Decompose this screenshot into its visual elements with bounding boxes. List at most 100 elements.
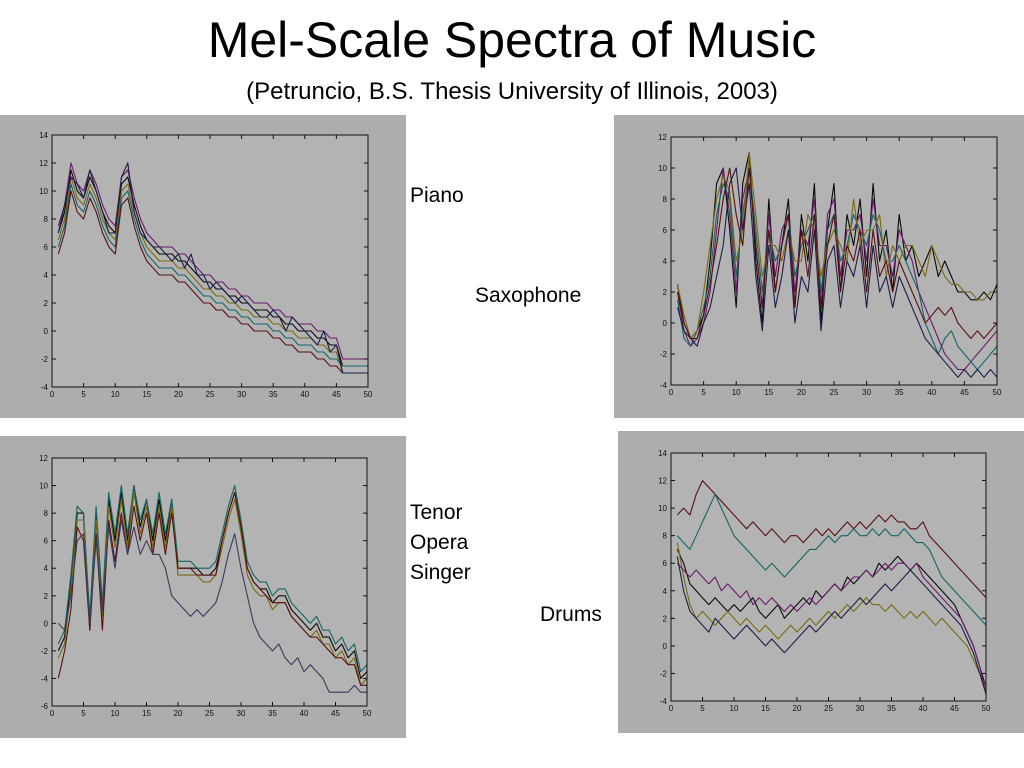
y-tick-label: 8 — [663, 195, 668, 204]
x-tick-label: 40 — [300, 709, 309, 718]
x-tick-label: 50 — [363, 709, 372, 718]
slide-subtitle: (Petruncio, B.S. Thesis University of Il… — [246, 78, 778, 105]
x-tick-label: 35 — [887, 704, 896, 713]
y-tick-label: 14 — [658, 449, 667, 458]
drums-chart: 0 5 10 15 20 25 30 35 40 45 50 -4 -2 0 2 4 6 8 10 12 14 — [658, 449, 991, 713]
y-tick-label: 10 — [39, 187, 48, 196]
series-line-2 — [676, 493, 987, 626]
x-tick-label: 35 — [269, 390, 278, 399]
y-tick-label: 0 — [44, 619, 49, 628]
tenor-label-line1: Tenor — [410, 501, 463, 524]
x-tick-label: 40 — [927, 388, 936, 397]
piano-chart: 0 5 10 15 20 25 30 35 40 45 50 -4 -2 0 2 4 6 8 10 12 14 — [39, 131, 373, 399]
x-tick-label: 0 — [669, 388, 674, 397]
saxophone-label: Saxophone — [475, 284, 582, 307]
piano-chart-panel: 0 5 10 15 20 25 30 35 40 45 50 -4 -2 0 2 4 6 8 10 12 14 — [0, 115, 406, 418]
x-tick-label: 30 — [237, 390, 246, 399]
x-tick-label: 45 — [950, 704, 959, 713]
series-line-1 — [57, 485, 368, 679]
x-tick-label: 0 — [50, 709, 55, 718]
y-tick-label: 2 — [663, 614, 668, 623]
series-line-4 — [57, 183, 368, 367]
x-tick-label: 40 — [919, 704, 928, 713]
x-tick-label: 30 — [862, 388, 871, 397]
x-tick-label: 50 — [993, 388, 1002, 397]
y-tick-label: -4 — [41, 674, 49, 683]
plot-area — [671, 453, 986, 701]
x-tick-label: 5 — [700, 704, 705, 713]
y-tick-label: -2 — [660, 350, 668, 359]
x-tick-label: 20 — [174, 709, 183, 718]
x-tick-label: 25 — [830, 388, 839, 397]
x-tick-label: 15 — [761, 704, 770, 713]
y-tick-label: 14 — [39, 131, 48, 140]
y-tick-label: 2 — [44, 299, 49, 308]
x-tick-label: 10 — [111, 709, 120, 718]
x-tick-label: 5 — [81, 709, 86, 718]
y-tick-label: -6 — [41, 702, 49, 711]
series-line-5 — [57, 190, 368, 374]
y-tick-label: 10 — [658, 164, 667, 173]
x-tick-label: 15 — [764, 388, 773, 397]
y-tick-label: 2 — [663, 288, 668, 297]
x-tick-label: 25 — [206, 390, 215, 399]
x-tick-label: 50 — [364, 390, 373, 399]
y-tick-label: -2 — [41, 647, 49, 656]
series-line-2 — [57, 162, 368, 360]
x-tick-label: 25 — [824, 704, 833, 713]
x-tick-label: 45 — [332, 390, 341, 399]
series-line-3 — [57, 491, 368, 686]
x-tick-label: 20 — [797, 388, 806, 397]
x-tick-label: 35 — [895, 388, 904, 397]
y-tick-label: 4 — [44, 564, 49, 573]
series-line-4 — [57, 491, 367, 686]
y-tick-label: -4 — [660, 381, 668, 390]
tenor-chart: 0 5 10 15 20 25 30 35 40 45 50 -6 -4 -2 0 2 4 6 8 10 12 — [39, 454, 372, 718]
y-tick-label: 6 — [44, 243, 49, 252]
x-tick-label: 20 — [793, 704, 802, 713]
y-tick-label: 12 — [39, 159, 48, 168]
saxophone-chart: 0 5 10 15 20 25 30 35 40 45 50 -4 -2 0 2 4 6 8 10 12 — [658, 133, 1002, 397]
y-tick-label: 8 — [663, 532, 668, 541]
x-tick-label: 25 — [205, 709, 214, 718]
slide-title: Mel-Scale Spectra of Music — [207, 12, 817, 68]
x-tick-label: 10 — [730, 704, 739, 713]
x-tick-label: 20 — [174, 390, 183, 399]
y-tick-label: 0 — [44, 327, 49, 336]
series-line-6 — [676, 167, 998, 340]
series-line-6 — [57, 162, 368, 374]
series-line-4 — [676, 151, 997, 340]
y-tick-label: 4 — [663, 257, 668, 266]
y-tick-label: 6 — [663, 559, 668, 568]
drums-label: Drums — [540, 603, 602, 626]
x-tick-label: 5 — [701, 388, 706, 397]
y-tick-label: 12 — [658, 477, 667, 486]
y-tick-label: 0 — [663, 642, 668, 651]
y-tick-label: 0 — [663, 319, 668, 328]
y-tick-label: 8 — [44, 215, 49, 224]
y-tick-label: 8 — [44, 509, 49, 518]
y-tick-label: 10 — [39, 482, 48, 491]
x-tick-label: 50 — [982, 704, 991, 713]
plot-area — [52, 135, 368, 387]
x-tick-label: 45 — [960, 388, 969, 397]
drums-chart-panel: 0 5 10 15 20 25 30 35 40 45 50 -4 -2 0 2 4 6 8 10 12 14 — [618, 431, 1024, 733]
x-tick-label: 30 — [856, 704, 865, 713]
saxophone-chart-panel: 0 5 10 15 20 25 30 35 40 45 50 -4 -2 0 2 4 6 8 10 12 — [614, 115, 1024, 418]
x-tick-label: 5 — [81, 390, 86, 399]
tenor-label-line2: Opera — [410, 531, 469, 554]
series-line-5 — [57, 519, 367, 693]
x-tick-label: 15 — [142, 709, 151, 718]
y-tick-label: 12 — [39, 454, 48, 463]
y-tick-label: -4 — [41, 383, 49, 392]
y-tick-label: 12 — [658, 133, 667, 142]
series-line-5 — [676, 562, 987, 695]
x-tick-label: 0 — [50, 390, 55, 399]
y-tick-label: -4 — [660, 697, 668, 706]
tenor-label-line3: Singer — [410, 561, 471, 584]
piano-label: Piano — [410, 184, 464, 207]
y-tick-label: 2 — [44, 592, 49, 601]
x-tick-label: 40 — [300, 390, 309, 399]
x-tick-label: 35 — [268, 709, 277, 718]
tenor-chart-panel: 0 5 10 15 20 25 30 35 40 45 50 -6 -4 -2 0 2 4 6 8 10 12 — [0, 436, 406, 738]
